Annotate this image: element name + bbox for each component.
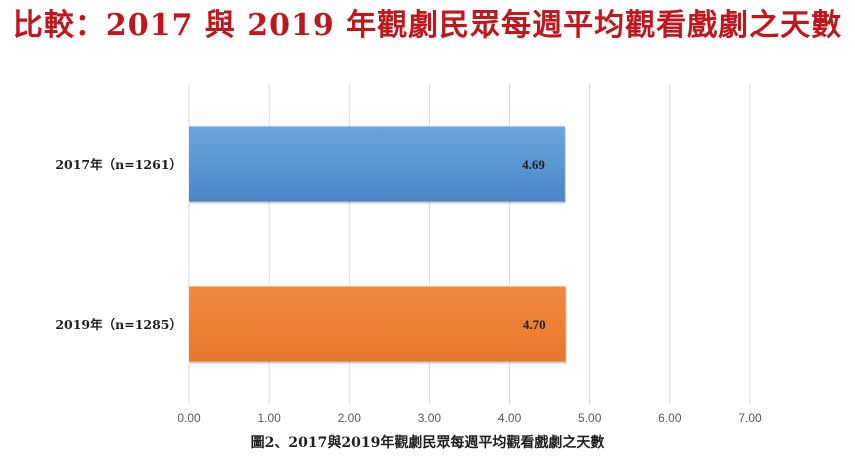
value-label: 4.70: [523, 317, 546, 332]
x-tick-label: 1.00: [257, 411, 281, 425]
x-tick-label: 0.00: [177, 411, 201, 425]
x-tick-label: 2.00: [338, 411, 362, 425]
bar: [189, 286, 566, 362]
x-tick-label: 4.00: [498, 411, 522, 425]
bars: [189, 126, 567, 364]
x-tick-label: 5.00: [578, 411, 602, 425]
x-tick-label: 6.00: [658, 411, 682, 425]
figure-caption: 圖2、2017與2019年觀劇民眾每週平均觀看戲劇之天數: [250, 435, 605, 451]
chart-title: 比較：2017 與 2019 年觀劇民眾每週平均觀看戲劇之天數: [12, 8, 843, 43]
x-tick-label: 7.00: [738, 411, 762, 425]
value-labels: 4.69 4.70: [522, 157, 546, 332]
category-label: 2017年（n=1261）: [55, 157, 182, 172]
category-label: 2019年（n=1285）: [55, 317, 182, 332]
value-label: 4.69: [522, 157, 545, 172]
category-labels: 2017年（n=1261） 2019年（n=1285）: [55, 157, 182, 332]
bar: [189, 126, 565, 202]
x-tick-label: 3.00: [418, 411, 442, 425]
x-axis-tick-labels: 0.00 1.00 2.00 3.00 4.00 5.00 6.00 7.00: [177, 411, 762, 425]
